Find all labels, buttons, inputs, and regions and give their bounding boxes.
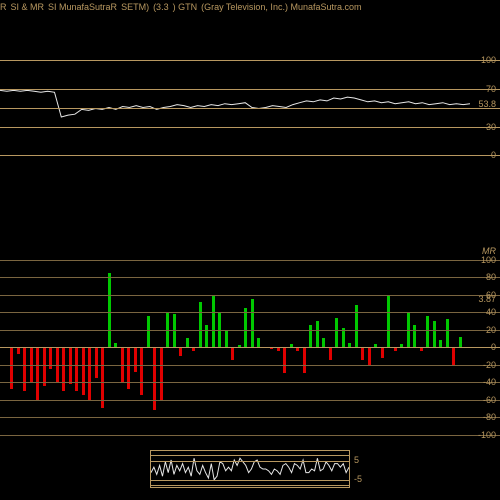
gridline bbox=[0, 295, 500, 296]
gridline bbox=[0, 435, 500, 436]
mini-panel bbox=[150, 450, 350, 488]
chart-header: R SI & MRSI MunafaSutraR SETM) (3.3 ) GTN(Gr… bbox=[0, 2, 500, 16]
axis-tick-label: 0 bbox=[491, 342, 496, 352]
header-item: SI MunafaSutraR bbox=[48, 2, 117, 16]
gridline bbox=[0, 60, 500, 61]
mr-bar bbox=[108, 273, 111, 347]
mr-bar bbox=[426, 316, 429, 347]
mr-bar bbox=[88, 347, 91, 401]
mr-bar bbox=[452, 347, 455, 365]
mr-bar bbox=[186, 338, 189, 347]
mr-bar bbox=[335, 318, 338, 347]
mr-bar bbox=[446, 319, 449, 347]
mr-bar bbox=[95, 347, 98, 378]
mr-bar bbox=[303, 347, 306, 373]
mini-line bbox=[151, 451, 349, 487]
mini-gridline bbox=[151, 455, 349, 456]
axis-tick-label: -80 bbox=[483, 412, 496, 422]
mr-bar bbox=[49, 347, 52, 369]
gridline bbox=[0, 312, 500, 313]
mr-bar bbox=[329, 347, 332, 360]
header-item: SI & MR bbox=[11, 2, 45, 16]
header-item: (3.3 bbox=[153, 2, 169, 16]
mr-bar bbox=[212, 295, 215, 348]
mini-gridline bbox=[151, 461, 349, 462]
mr-bar bbox=[283, 347, 286, 373]
mr-bar bbox=[309, 325, 312, 347]
gridline bbox=[0, 400, 500, 401]
axis-tick-label: -100 bbox=[478, 430, 496, 440]
gridline bbox=[0, 89, 500, 90]
axis-tick-label: 53.8 bbox=[478, 99, 496, 109]
header-item: ) GTN bbox=[173, 2, 198, 16]
mr-bar bbox=[23, 347, 26, 391]
mr-bar bbox=[36, 347, 39, 400]
mr-bar bbox=[257, 338, 260, 347]
mr-bar bbox=[160, 347, 163, 400]
axis-tick-label: 20 bbox=[486, 325, 496, 335]
mr-bar bbox=[342, 328, 345, 347]
gridline bbox=[0, 417, 500, 418]
mr-bar bbox=[322, 338, 325, 347]
mr-bar bbox=[251, 299, 254, 347]
axis-tick-label: 100 bbox=[481, 55, 496, 65]
gridline bbox=[0, 382, 500, 383]
gridline bbox=[0, 277, 500, 278]
axis-tick-label: -40 bbox=[483, 377, 496, 387]
mr-bar bbox=[75, 347, 78, 391]
mr-bar bbox=[147, 316, 150, 347]
mr-bar bbox=[368, 347, 371, 365]
axis-tick-label: -20 bbox=[483, 360, 496, 370]
gridline bbox=[0, 127, 500, 128]
axis-tick-label: 80 bbox=[486, 272, 496, 282]
gridline bbox=[0, 365, 500, 366]
mini-tick-label: 5 bbox=[354, 455, 359, 465]
gridline bbox=[0, 108, 500, 109]
axis-tick-label: 70 bbox=[486, 84, 496, 94]
gridline bbox=[0, 330, 500, 331]
mr-bar bbox=[140, 347, 143, 395]
mr-bar bbox=[43, 347, 46, 386]
mr-bar bbox=[62, 347, 65, 391]
mr-bar bbox=[439, 340, 442, 347]
mr-bar bbox=[413, 325, 416, 347]
mr-bar bbox=[153, 347, 156, 410]
mini-gridline bbox=[151, 485, 349, 486]
header-item: SETM) bbox=[121, 2, 149, 16]
mr-bar bbox=[316, 321, 319, 347]
axis-tick-label: 100 bbox=[481, 255, 496, 265]
mr-bar bbox=[381, 347, 384, 358]
mr-bar bbox=[459, 337, 462, 348]
gridline bbox=[0, 260, 500, 261]
mr-bar bbox=[17, 347, 20, 354]
axis-tick-label: -60 bbox=[483, 395, 496, 405]
header-item: R bbox=[0, 2, 7, 16]
mr-bar bbox=[231, 347, 234, 360]
mr-bar bbox=[205, 325, 208, 347]
mr-bar bbox=[82, 347, 85, 395]
axis-tick-label: 40 bbox=[486, 307, 496, 317]
mr-bar bbox=[134, 347, 137, 372]
mr-bar bbox=[199, 302, 202, 348]
mini-tick-label: -5 bbox=[354, 474, 362, 484]
mr-bar bbox=[179, 347, 182, 356]
axis-tick-label: 3.87 bbox=[478, 294, 496, 304]
mr-bar bbox=[361, 347, 364, 360]
gridline bbox=[0, 155, 500, 156]
axis-tick-label: 0 bbox=[491, 150, 496, 160]
mr-bar bbox=[225, 330, 228, 348]
mini-gridline bbox=[151, 480, 349, 481]
mr-bar bbox=[244, 308, 247, 347]
header-item: (Gray Television, Inc.) MunafaSutra.com bbox=[201, 2, 361, 16]
gridline bbox=[0, 347, 500, 348]
mr-bar bbox=[433, 321, 436, 347]
axis-tick-label: 30 bbox=[486, 122, 496, 132]
mr-bar bbox=[387, 295, 390, 348]
